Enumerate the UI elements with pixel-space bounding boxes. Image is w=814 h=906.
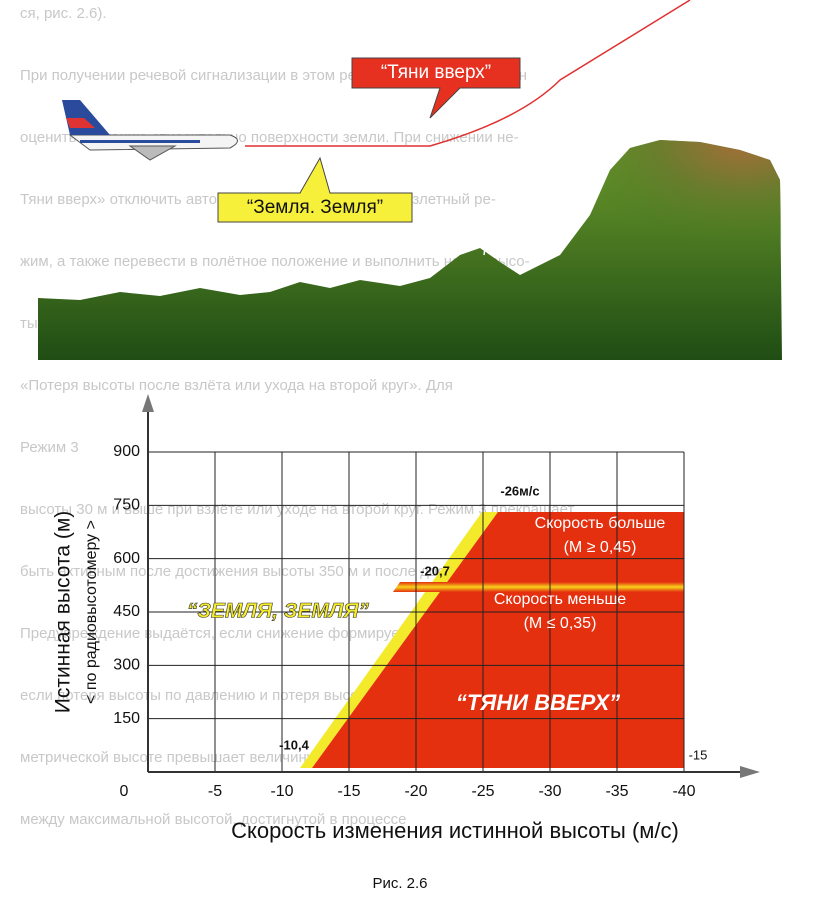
terrain xyxy=(38,140,782,360)
annotation: -15 xyxy=(689,747,708,762)
annotation: -20,7 xyxy=(420,563,450,578)
annotation: “ТЯНИ ВВЕРХ” xyxy=(456,690,620,715)
y-tick-label: 450 xyxy=(113,603,140,620)
background-line: Предупреждение выдаётся, если снижение ф… xyxy=(20,625,426,642)
x-tick-label: -5 xyxy=(208,783,222,800)
x-tick-label: -25 xyxy=(471,783,494,800)
background-line: Режим 3 xyxy=(20,439,79,456)
chart xyxy=(147,451,685,772)
pull-up-region xyxy=(312,512,684,768)
annotation: “ЗЕМЛЯ, ЗЕМЛЯ” xyxy=(187,600,370,623)
background-line: «Потеря высоты после взлёта или ухода на… xyxy=(20,377,453,394)
flight-path xyxy=(245,0,691,147)
airplane xyxy=(62,100,238,161)
x-tick-label: 0 xyxy=(120,783,129,800)
annotation: Скорость больше xyxy=(535,515,666,532)
y-tick-label: 300 xyxy=(113,657,140,674)
annotation: -10,4 xyxy=(279,737,309,752)
y-tick-label: 600 xyxy=(113,550,140,567)
annotation: (M ≥ 0,45) xyxy=(564,539,637,556)
background-line: жим, а также перевести в полётное положе… xyxy=(20,253,530,270)
x-tick-label: -30 xyxy=(538,783,561,800)
x-tick-label: -35 xyxy=(605,783,628,800)
caption: Рис. 2.6 xyxy=(372,875,427,892)
x-arrow xyxy=(740,766,760,778)
y-tick-label: 900 xyxy=(113,443,140,460)
y-tick-label: 150 xyxy=(113,710,140,727)
x-axis-label: Скорость изменения истинной высоты (м/с) xyxy=(231,818,679,843)
annotation: (M ≤ 0,35) xyxy=(524,615,597,632)
y-tick-label: 750 xyxy=(113,497,140,514)
terrain-callout: “Земля. Земля” xyxy=(217,156,413,223)
background-line: между максимальной высотой, достигнутой … xyxy=(20,811,407,828)
y-axis-label: Истинная высота (м) xyxy=(52,511,75,714)
x-tick-label: -40 xyxy=(672,783,695,800)
background-line: если потеря высоты по давлению и потеря … xyxy=(20,687,439,704)
callout-text: “Тяни вверх” xyxy=(381,62,491,83)
x-tick-label: -20 xyxy=(404,783,427,800)
annotation: Скорость меньше xyxy=(494,591,626,608)
callout-text: “Земля. Земля” xyxy=(247,197,383,218)
y-axis-sublabel: < по радиовысотомеру > xyxy=(83,520,100,704)
annotation: -26м/с xyxy=(500,483,539,498)
x-tick-label: -10 xyxy=(270,783,293,800)
tower xyxy=(483,205,497,256)
y-arrow xyxy=(142,394,154,412)
x-tick-label: -15 xyxy=(337,783,360,800)
transition-band xyxy=(393,582,684,592)
pull-up-callout: “Тяни вверх” xyxy=(351,57,521,119)
peak xyxy=(590,140,782,260)
background-line: быть активным после достижения высоты 35… xyxy=(20,563,503,580)
background-line: ся, рис. 2.6). xyxy=(20,5,107,22)
